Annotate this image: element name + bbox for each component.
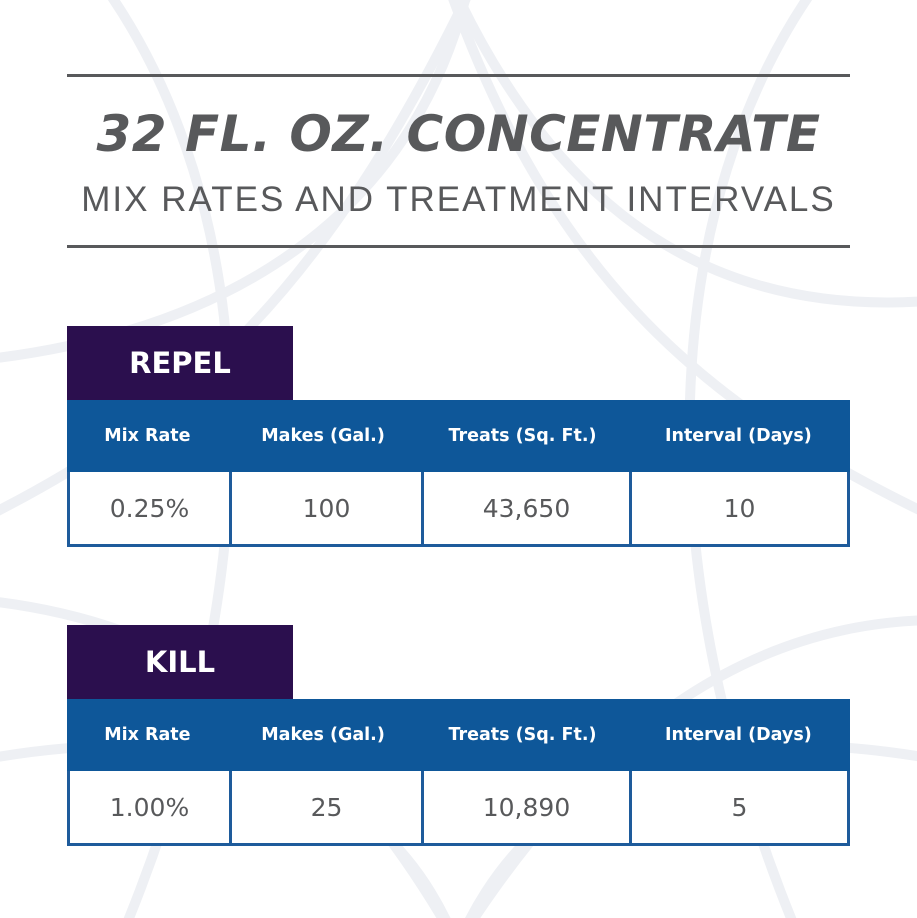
- column-header-makes: Makes (Gal.): [261, 725, 385, 745]
- column-header-mix-rate: Mix Rate: [104, 426, 191, 446]
- section-label: KILL: [67, 625, 293, 699]
- column-header-treats: Treats (Sq. Ft.): [448, 725, 597, 745]
- cell-makes: 100: [232, 472, 424, 544]
- column-header-mix-rate: Mix Rate: [104, 725, 191, 745]
- cell-treats: 43,650: [424, 472, 632, 544]
- column-header-interval: Interval (Days): [664, 725, 812, 745]
- table-header-row: Mix Rate Makes (Gal.) Treats (Sq. Ft.) I…: [67, 400, 850, 472]
- cell-interval: 5: [731, 792, 748, 822]
- repel-table: Mix Rate Makes (Gal.) Treats (Sq. Ft.) I…: [67, 400, 850, 547]
- cell-mix-rate: 0.25%: [70, 472, 232, 544]
- kill-section: KILL Mix Rate Makes (Gal.) Treats (Sq. F…: [67, 625, 850, 846]
- table-row: 1.00% 25 10,890 5: [70, 771, 847, 843]
- section-label: REPEL: [67, 326, 293, 400]
- kill-table: Mix Rate Makes (Gal.) Treats (Sq. Ft.) I…: [67, 699, 850, 846]
- cell-treats: 10,890: [424, 771, 632, 843]
- page-subtitle: MIX RATES AND TREATMENT INTERVALS: [81, 180, 836, 219]
- bottom-divider-rule: [67, 245, 850, 248]
- column-header-treats: Treats (Sq. Ft.): [448, 426, 597, 446]
- table-header-row: Mix Rate Makes (Gal.) Treats (Sq. Ft.) I…: [67, 699, 850, 771]
- repel-section: REPEL Mix Rate Makes (Gal.) Treats (Sq. …: [67, 326, 850, 547]
- page-title: 32 FL. OZ. CONCENTRATE: [96, 105, 821, 163]
- top-divider-rule: [67, 74, 850, 77]
- cell-interval: 10: [723, 493, 756, 523]
- cell-makes: 25: [232, 771, 424, 843]
- column-header-makes: Makes (Gal.): [261, 426, 385, 446]
- cell-mix-rate: 1.00%: [70, 771, 232, 843]
- table-row: 0.25% 100 43,650 10: [70, 472, 847, 544]
- column-header-interval: Interval (Days): [664, 426, 812, 446]
